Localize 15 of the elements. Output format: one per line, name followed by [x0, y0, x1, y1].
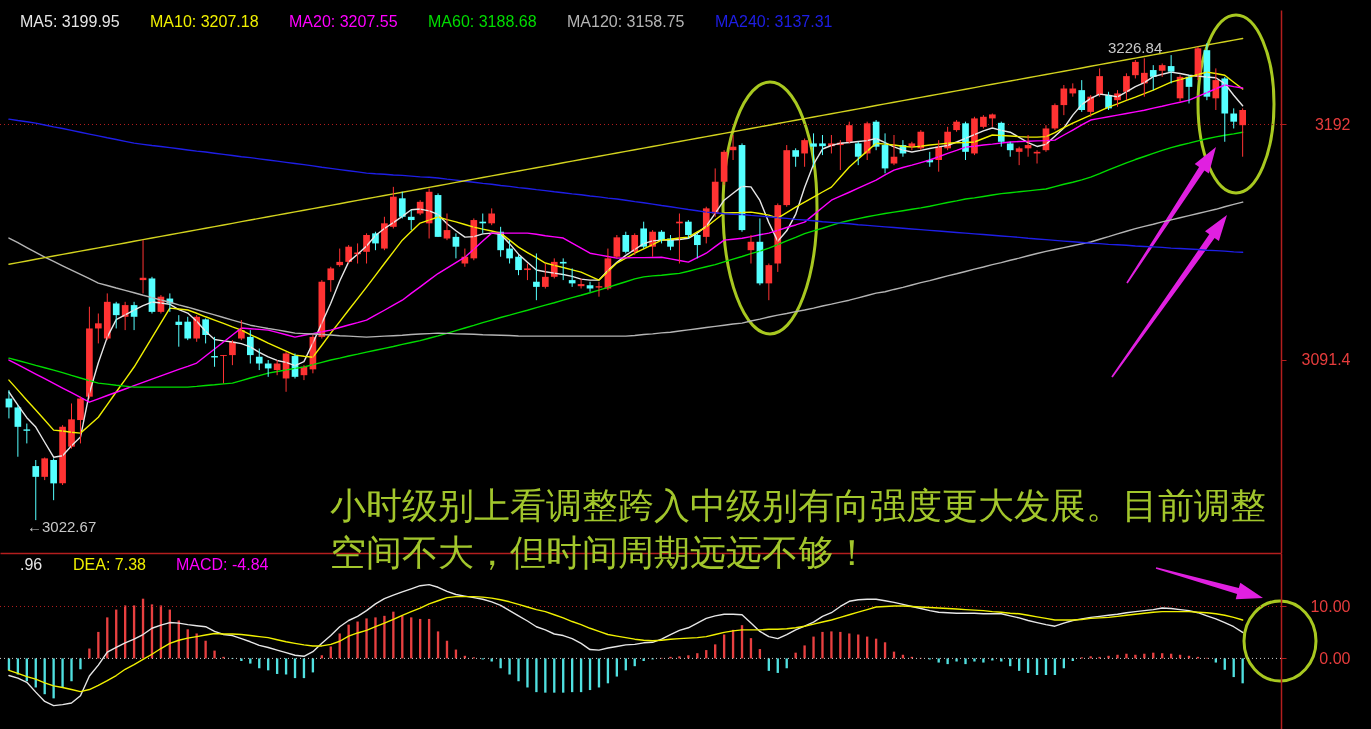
text: MA120: 3158.75	[567, 13, 685, 30]
annotation: ←3022.67	[27, 518, 97, 536]
y-tick-label: 10.00	[1310, 597, 1351, 615]
text: .96	[20, 556, 43, 573]
text: MA10: 3207.18	[150, 13, 259, 30]
annotation: 3226.84	[1108, 39, 1163, 57]
text: MA60: 3188.68	[428, 13, 537, 30]
text: MACD: -4.84	[176, 556, 269, 573]
y-tick-label: 3091.4	[1301, 351, 1351, 369]
y-tick-label: 3192	[1314, 115, 1351, 133]
text: MA5: 3199.95	[20, 13, 120, 30]
y-tick-label: 0.00	[1319, 649, 1351, 667]
text: MA20: 3207.55	[289, 13, 398, 30]
text: DEA: 7.38	[73, 556, 147, 573]
text: MA240: 3137.31	[715, 13, 833, 30]
